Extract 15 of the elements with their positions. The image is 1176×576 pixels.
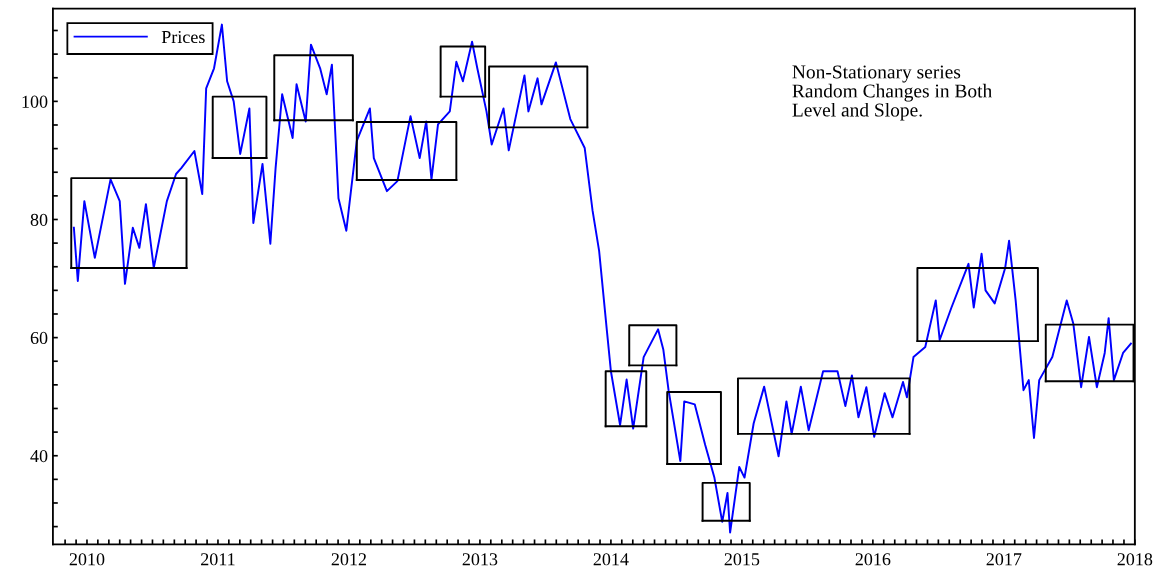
- x-tick-label: 2010: [69, 553, 105, 566]
- legend-label: Prices: [161, 30, 205, 44]
- annotation: Non-Stationary series Random Changes in Both Level and Slope.: [792, 65, 992, 121]
- y-tick-label: 60: [30, 331, 48, 345]
- x-tick-label: 2017: [986, 553, 1022, 566]
- x-tick-label: 2018: [1117, 553, 1153, 566]
- y-tick-label: 40: [30, 449, 48, 463]
- x-tick-label: 2013: [462, 553, 498, 566]
- x-tick-label: 2016: [855, 553, 891, 566]
- x-tick-label: 2012: [331, 553, 366, 566]
- y-tick-label: 80: [30, 213, 48, 226]
- x-tick-label: 2014: [593, 553, 629, 566]
- x-tick-label: 2015: [724, 553, 760, 566]
- x-tick-label: 2011: [201, 553, 235, 566]
- y-tick-label: 100: [22, 95, 48, 108]
